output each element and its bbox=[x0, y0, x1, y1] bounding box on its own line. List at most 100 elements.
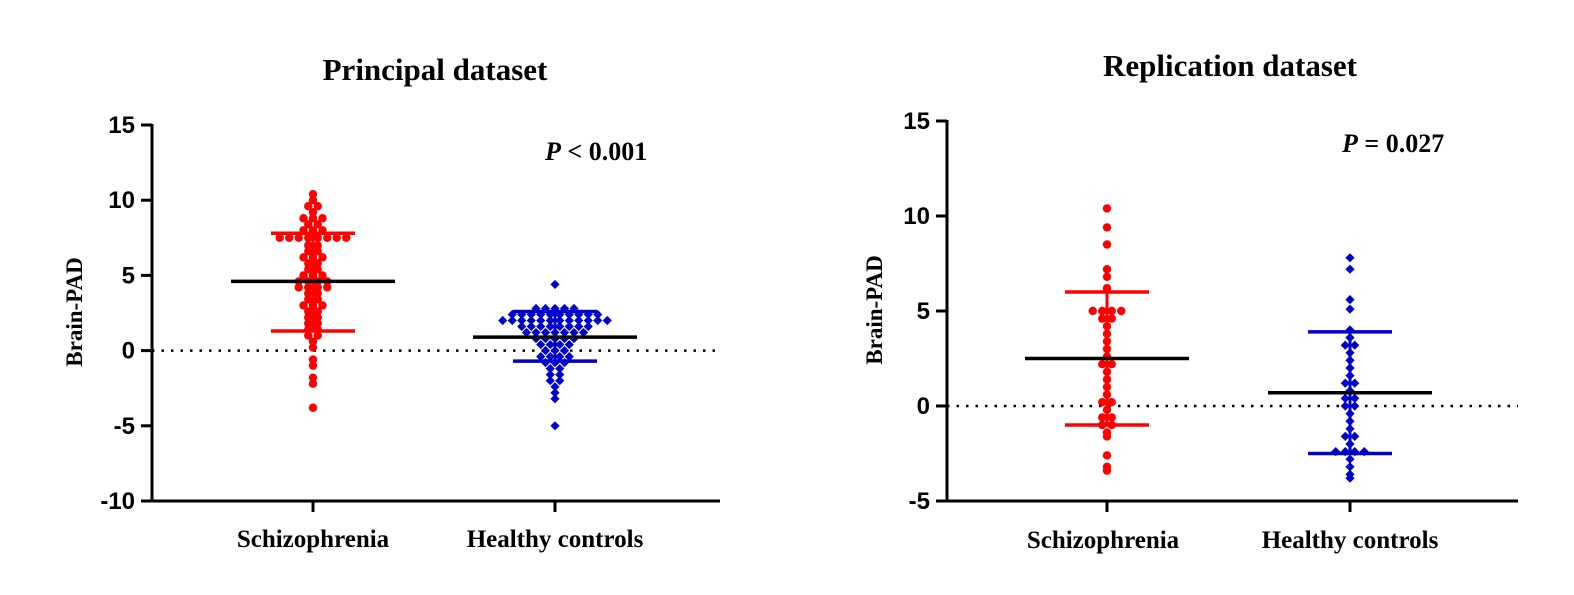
data-point bbox=[536, 352, 546, 362]
data-point bbox=[545, 364, 555, 374]
data-point bbox=[583, 309, 593, 320]
data-point bbox=[285, 233, 294, 242]
data-point bbox=[1340, 393, 1350, 403]
data-point bbox=[1340, 401, 1350, 411]
p-value-prefix: P bbox=[1341, 129, 1359, 158]
data-point bbox=[1102, 272, 1112, 281]
x-tick-label: Schizophrenia bbox=[1027, 527, 1180, 554]
data-point bbox=[569, 327, 579, 338]
data-point bbox=[342, 233, 351, 242]
data-point bbox=[1117, 306, 1126, 316]
data-point bbox=[1098, 314, 1107, 323]
data-point bbox=[313, 283, 322, 292]
data-point bbox=[313, 289, 322, 298]
data-point bbox=[1345, 462, 1355, 472]
data-point bbox=[550, 388, 560, 398]
data-point bbox=[564, 309, 574, 320]
data-point bbox=[1350, 393, 1360, 403]
data-point bbox=[555, 370, 565, 380]
data-point bbox=[299, 253, 308, 262]
data-point bbox=[569, 303, 579, 314]
y-tick-label: 15 bbox=[903, 108, 930, 135]
data-point bbox=[593, 315, 603, 326]
y-tick-label: 0 bbox=[122, 338, 135, 365]
data-point bbox=[507, 309, 517, 320]
data-point bbox=[304, 331, 313, 340]
chart-title: Principal dataset bbox=[323, 52, 548, 87]
data-point bbox=[304, 283, 313, 292]
x-tick-label: Healthy controls bbox=[1262, 527, 1439, 554]
data-point bbox=[1102, 240, 1112, 249]
data-point bbox=[308, 373, 318, 382]
data-point bbox=[323, 233, 332, 242]
data-point bbox=[304, 241, 313, 250]
y-tick-label: 10 bbox=[903, 203, 930, 230]
data-point bbox=[313, 265, 322, 274]
data-point bbox=[545, 321, 555, 332]
chart-title: Replication dataset bbox=[1103, 48, 1358, 83]
data-point bbox=[1102, 223, 1112, 232]
data-point bbox=[555, 339, 565, 350]
data-point bbox=[313, 307, 322, 316]
data-point bbox=[304, 313, 313, 322]
data-point bbox=[507, 315, 517, 326]
data-point bbox=[555, 376, 565, 386]
data-point bbox=[550, 382, 560, 392]
data-point bbox=[574, 315, 584, 326]
data-point bbox=[583, 321, 593, 332]
data-point bbox=[308, 361, 318, 370]
data-point bbox=[536, 339, 546, 350]
data-point bbox=[299, 214, 308, 223]
data-point bbox=[318, 214, 327, 223]
data-point bbox=[308, 403, 318, 412]
y-tick-label: 10 bbox=[108, 187, 135, 214]
data-point bbox=[1345, 304, 1355, 314]
data-point bbox=[536, 309, 546, 320]
data-point bbox=[526, 321, 536, 332]
data-point bbox=[304, 247, 313, 256]
data-point bbox=[545, 352, 555, 362]
data-point bbox=[1102, 204, 1112, 213]
data-point bbox=[555, 315, 565, 326]
data-point bbox=[318, 271, 327, 280]
p-value-text: < 0.001 bbox=[561, 137, 647, 166]
data-point bbox=[1107, 398, 1116, 407]
data-point bbox=[1345, 264, 1355, 274]
data-point bbox=[550, 394, 560, 404]
data-point bbox=[559, 327, 570, 338]
data-point bbox=[1098, 398, 1107, 407]
data-point bbox=[1345, 295, 1355, 305]
data-point bbox=[304, 233, 313, 242]
data-point bbox=[531, 303, 541, 314]
data-point bbox=[517, 315, 527, 326]
data-point bbox=[550, 279, 560, 290]
data-point bbox=[294, 283, 303, 292]
data-point bbox=[275, 233, 284, 242]
data-point bbox=[531, 327, 541, 338]
data-point bbox=[304, 220, 313, 229]
data-point bbox=[559, 303, 570, 314]
data-point bbox=[578, 327, 589, 338]
data-point bbox=[308, 214, 318, 223]
data-point bbox=[308, 196, 318, 205]
data-point bbox=[555, 364, 565, 374]
data-point bbox=[304, 289, 313, 298]
p-value-label: P = 0.027 bbox=[1341, 129, 1444, 158]
data-point bbox=[1098, 413, 1107, 422]
data-point bbox=[313, 233, 322, 242]
data-point bbox=[1345, 253, 1355, 263]
data-point bbox=[550, 421, 560, 431]
y-tick-label: 5 bbox=[122, 262, 135, 289]
data-point bbox=[564, 339, 574, 350]
data-point bbox=[517, 321, 527, 332]
y-tick-label: -10 bbox=[100, 488, 135, 515]
data-point bbox=[332, 233, 341, 242]
data-point bbox=[308, 337, 318, 346]
data-point bbox=[1102, 265, 1112, 274]
data-point bbox=[540, 303, 551, 314]
data-point bbox=[555, 309, 565, 320]
data-point bbox=[1107, 360, 1116, 369]
data-point bbox=[313, 220, 322, 229]
data-point bbox=[1107, 306, 1116, 316]
